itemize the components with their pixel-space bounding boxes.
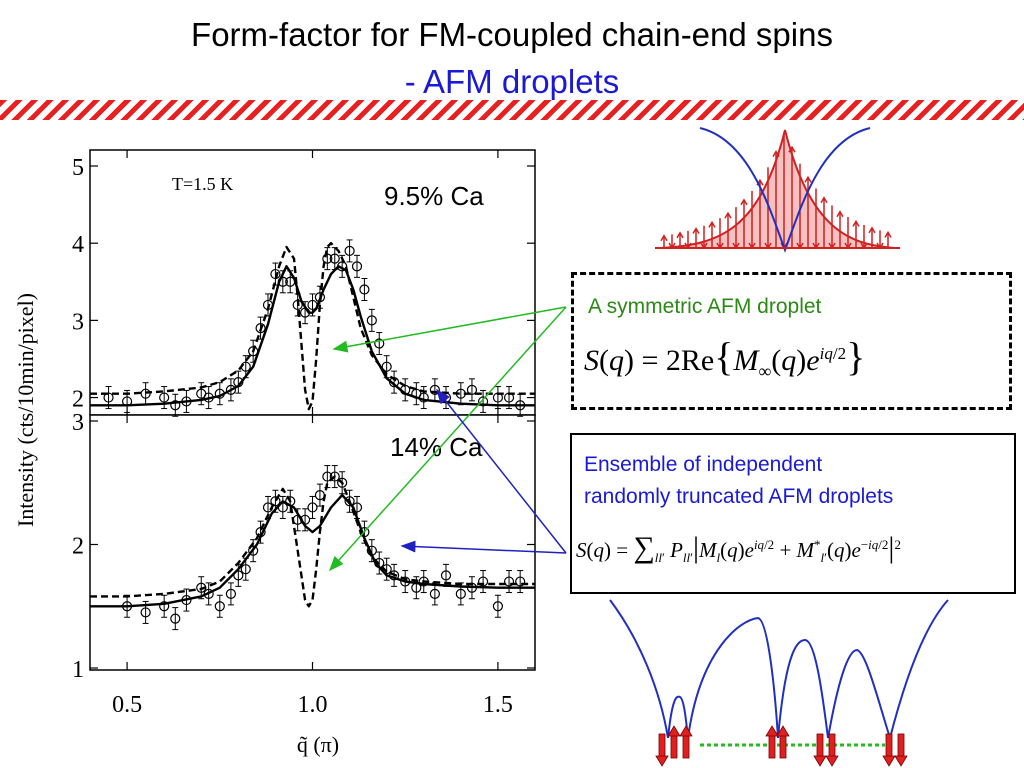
ensemble-equation: S(q) = ∑ll′ Pll′|Ml(q)eiq/2 + M*l′(q)e−i… — [576, 531, 901, 566]
y-tick-label: 5 — [72, 155, 84, 181]
data-point — [214, 601, 225, 612]
data-point — [455, 588, 466, 600]
x-tick-label: 0.5 — [112, 692, 142, 718]
data-point — [159, 601, 170, 612]
droplet-envelope — [659, 129, 896, 249]
data-point — [329, 253, 340, 264]
spin-arrow-icon — [667, 725, 681, 759]
x-tick-label: 1.0 — [298, 692, 328, 718]
y-tick-label: 3 — [72, 410, 84, 436]
chain-end-spin-arrows — [655, 725, 908, 767]
truncated-droplets-illustration — [609, 599, 949, 767]
droplet-arcs — [609, 599, 949, 739]
dashed-fit-curve — [90, 242, 535, 411]
data-point — [307, 502, 318, 513]
symmetric-droplet-title: A symmetric AFM droplet — [588, 295, 822, 318]
data-point — [466, 384, 478, 395]
temperature-label: T=1.5 K — [172, 174, 233, 194]
ensemble-title-line2: randomly truncated AFM droplets — [584, 485, 894, 508]
data-point — [329, 471, 340, 482]
spin-arrow-icon — [813, 733, 827, 767]
panel-label-14: 14% Ca — [390, 432, 483, 462]
data-point — [225, 384, 237, 395]
droplet-arc — [667, 695, 689, 739]
x-axis-label: q̃ (π) — [297, 732, 339, 757]
y-tick-label: 1 — [72, 657, 84, 683]
spin-arrow-icon — [655, 733, 669, 767]
droplet-spin-arrows — [660, 132, 892, 250]
spin-arrow-icon — [825, 733, 839, 767]
panel-label-9-5: 9.5% Ca — [384, 181, 484, 211]
data-point — [344, 496, 355, 507]
data-point — [255, 322, 266, 334]
data-point — [322, 471, 333, 482]
spin-arrow-icon — [776, 725, 790, 759]
ensemble-box: Ensemble of independent randomly truncat… — [570, 433, 1016, 594]
blue-envelope-curve — [699, 127, 871, 253]
data-point — [103, 392, 114, 403]
data-point — [240, 564, 251, 575]
spin-arrow-icon — [679, 725, 693, 759]
slide-subtitle: - AFM droplets — [404, 63, 620, 100]
spin-arrow-icon — [894, 733, 908, 767]
data-point — [140, 388, 151, 399]
dashed-fit-curve — [90, 475, 535, 608]
data-point — [351, 261, 363, 272]
data-point — [429, 588, 440, 600]
arrow-to-bottom-dashed — [328, 306, 567, 572]
panel-9-5-ca: 5 4 3 2 — [72, 150, 535, 417]
data-point — [225, 588, 237, 600]
symmetric-droplet-box: A symmetric AFM droplet S(q) = 2Re{M∞(q)… — [571, 272, 1012, 410]
bottom-panel-frame — [89, 414, 536, 671]
spin-arrow-icon — [882, 733, 896, 767]
symmetric-droplet-illustration — [655, 127, 900, 253]
y-tick-label: 2 — [72, 534, 84, 560]
data-point — [374, 338, 385, 349]
y-tick-label: 2 — [72, 387, 84, 413]
droplet-arc — [827, 648, 891, 739]
arrow-to-bottom-solid — [400, 540, 567, 554]
data-point — [366, 315, 377, 326]
panel-14-ca: 3 2 1 0.5 1.0 1.5 — [72, 410, 535, 718]
y-tick-label: 3 — [72, 309, 84, 335]
droplet-arc — [889, 599, 949, 739]
data-point — [337, 477, 348, 488]
data-point — [170, 613, 181, 624]
data-point — [233, 570, 244, 581]
droplet-arc — [777, 638, 829, 739]
arrow-to-top-solid — [436, 388, 567, 554]
ensemble-title-line1: Ensemble of independent — [584, 453, 823, 476]
droplet-arc — [687, 616, 779, 739]
data-point — [492, 601, 504, 612]
data-point — [344, 245, 355, 257]
slide-title: Form-factor for FM-coupled chain-end spi… — [191, 16, 833, 53]
data-point — [440, 570, 452, 581]
y-axis-label: Intensity (cts/10min/pixel) — [13, 293, 38, 527]
solid-fit-curve — [90, 493, 535, 608]
y-tick-label: 4 — [72, 232, 84, 258]
data-point — [477, 396, 489, 407]
data-point — [248, 545, 259, 556]
arrow-to-top-dashed — [332, 306, 567, 353]
data-point — [359, 284, 370, 295]
droplet-arc — [609, 599, 669, 739]
data-point — [322, 253, 333, 264]
data-point — [270, 496, 281, 507]
hatched-divider — [0, 100, 1024, 120]
data-point — [515, 576, 526, 587]
x-tick-label: 1.5 — [483, 692, 513, 718]
data-point — [159, 392, 170, 403]
top-panel-frame — [89, 149, 536, 416]
solid-fit-curve — [90, 265, 535, 407]
data-point — [381, 361, 392, 372]
data-point — [503, 576, 515, 587]
symmetric-droplet-equation: S(q) = 2Re{M∞(q)eiq/2} — [584, 334, 866, 381]
spin-arrow-icon — [765, 725, 779, 759]
data-point — [140, 607, 151, 618]
data-point — [170, 400, 181, 411]
